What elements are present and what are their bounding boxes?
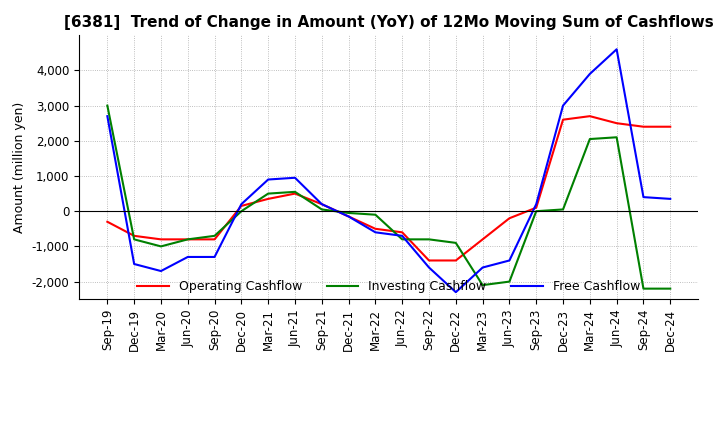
Free Cashflow (505, 258, 514, 263)
Free Cashflow (344, 214, 353, 219)
Operating Cashflow (318, 202, 326, 207)
Line: Operating Cashflow: Operating Cashflow (107, 116, 670, 260)
Free Cashflow (264, 177, 272, 182)
Free Cashflow (371, 230, 379, 235)
Line: Investing Cashflow: Investing Cashflow (107, 106, 670, 289)
Operating Cashflow (532, 205, 541, 210)
Operating Cashflow (666, 124, 675, 129)
Line: Free Cashflow: Free Cashflow (107, 49, 670, 292)
Operating Cashflow (425, 258, 433, 263)
Operating Cashflow (478, 237, 487, 242)
Investing Cashflow (559, 207, 567, 212)
Investing Cashflow (425, 237, 433, 242)
Free Cashflow (532, 202, 541, 207)
Investing Cashflow (157, 244, 166, 249)
Investing Cashflow (478, 282, 487, 288)
Operating Cashflow (291, 191, 300, 196)
Free Cashflow (451, 290, 460, 295)
Free Cashflow (398, 233, 407, 238)
Operating Cashflow (639, 124, 648, 129)
Free Cashflow (210, 254, 219, 260)
Free Cashflow (130, 261, 138, 267)
Free Cashflow (639, 194, 648, 200)
Investing Cashflow (371, 212, 379, 217)
Investing Cashflow (237, 209, 246, 214)
Free Cashflow (157, 268, 166, 274)
Operating Cashflow (130, 233, 138, 238)
Operating Cashflow (103, 219, 112, 224)
Operating Cashflow (237, 203, 246, 209)
Free Cashflow (291, 175, 300, 180)
Investing Cashflow (344, 210, 353, 216)
Free Cashflow (184, 254, 192, 260)
Operating Cashflow (585, 114, 594, 119)
Free Cashflow (103, 114, 112, 119)
Investing Cashflow (318, 207, 326, 212)
Free Cashflow (478, 265, 487, 270)
Operating Cashflow (210, 237, 219, 242)
Title: [6381]  Trend of Change in Amount (YoY) of 12Mo Moving Sum of Cashflows: [6381] Trend of Change in Amount (YoY) o… (64, 15, 714, 30)
Investing Cashflow (103, 103, 112, 108)
Investing Cashflow (264, 191, 272, 196)
Investing Cashflow (130, 237, 138, 242)
Operating Cashflow (559, 117, 567, 122)
Investing Cashflow (532, 209, 541, 214)
Legend: Operating Cashflow, Investing Cashflow, Free Cashflow: Operating Cashflow, Investing Cashflow, … (132, 275, 645, 298)
Operating Cashflow (184, 237, 192, 242)
Investing Cashflow (585, 136, 594, 142)
Free Cashflow (425, 265, 433, 270)
Operating Cashflow (451, 258, 460, 263)
Free Cashflow (237, 202, 246, 207)
Investing Cashflow (666, 286, 675, 291)
Investing Cashflow (184, 237, 192, 242)
Operating Cashflow (612, 121, 621, 126)
Free Cashflow (666, 196, 675, 202)
Investing Cashflow (451, 240, 460, 246)
Operating Cashflow (505, 216, 514, 221)
Investing Cashflow (505, 279, 514, 284)
Free Cashflow (318, 202, 326, 207)
Y-axis label: Amount (million yen): Amount (million yen) (13, 102, 26, 233)
Operating Cashflow (398, 230, 407, 235)
Investing Cashflow (612, 135, 621, 140)
Operating Cashflow (264, 196, 272, 202)
Free Cashflow (559, 103, 567, 108)
Investing Cashflow (210, 233, 219, 238)
Investing Cashflow (639, 286, 648, 291)
Free Cashflow (585, 71, 594, 77)
Operating Cashflow (371, 226, 379, 231)
Operating Cashflow (344, 214, 353, 219)
Investing Cashflow (398, 237, 407, 242)
Operating Cashflow (157, 237, 166, 242)
Free Cashflow (612, 47, 621, 52)
Investing Cashflow (291, 189, 300, 194)
